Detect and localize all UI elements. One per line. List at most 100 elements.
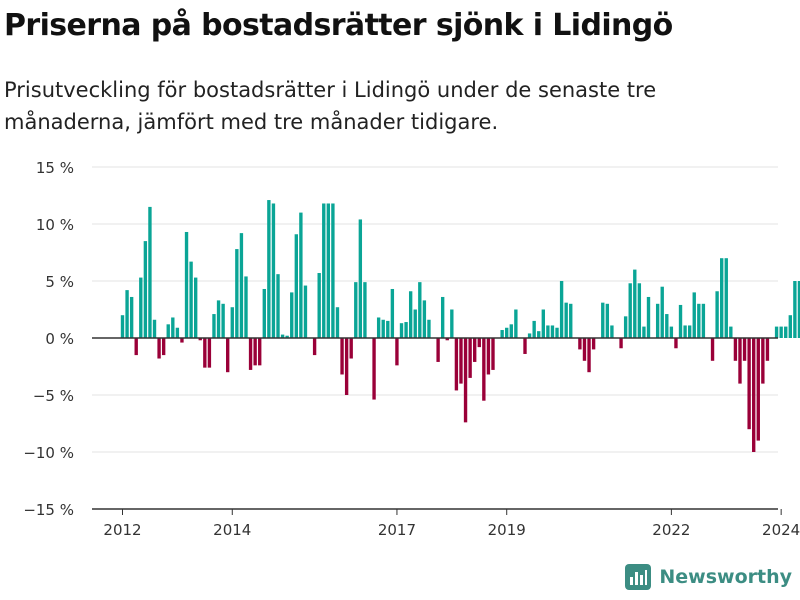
bar — [756, 338, 760, 441]
bar — [299, 212, 303, 338]
bar — [258, 338, 262, 366]
bar — [569, 303, 573, 338]
bar — [752, 338, 756, 452]
bar — [701, 303, 706, 338]
bar — [189, 261, 193, 338]
brand-logo: Newsworthy — [625, 564, 792, 590]
bar — [276, 274, 280, 338]
bar — [601, 302, 605, 338]
bar — [473, 338, 477, 362]
bar — [646, 296, 651, 338]
bar — [784, 326, 788, 338]
bar — [129, 296, 134, 338]
bar — [216, 300, 221, 338]
bar — [445, 338, 449, 341]
bar — [166, 324, 170, 338]
bar — [386, 320, 390, 338]
bar — [564, 302, 568, 338]
y-axis-labels: 15 % 10 % 5 % 0 % −5 % −10 % −15 % — [23, 159, 74, 519]
bar — [742, 338, 747, 361]
bar — [184, 231, 189, 338]
bar — [779, 326, 783, 338]
bar — [354, 282, 358, 338]
bar — [687, 325, 692, 338]
bar — [468, 338, 472, 378]
bar — [436, 338, 440, 362]
bar — [619, 338, 623, 349]
x-tick-label: 2017 — [378, 521, 416, 539]
bar — [715, 291, 719, 338]
bar — [248, 338, 253, 370]
bar — [139, 277, 143, 338]
bar — [230, 307, 234, 338]
bar — [180, 338, 184, 343]
bar — [381, 319, 385, 338]
bar — [793, 281, 797, 338]
bar — [267, 200, 271, 338]
bar — [642, 326, 646, 338]
bar — [637, 283, 642, 338]
bar — [152, 319, 157, 338]
bar — [550, 325, 555, 338]
bar — [537, 331, 541, 338]
bar — [509, 324, 513, 338]
bar — [591, 338, 596, 350]
bar — [226, 338, 230, 373]
bar — [372, 338, 376, 400]
x-tick-label: 2022 — [652, 521, 690, 539]
bar — [527, 333, 532, 338]
chart-title: Priserna på bostadsrätter sjönk i Liding… — [4, 8, 673, 43]
bar — [120, 315, 125, 338]
bar — [610, 325, 614, 338]
bar — [280, 334, 285, 338]
bar — [358, 219, 363, 338]
bar — [582, 338, 587, 361]
bar — [669, 326, 674, 338]
bar — [203, 338, 207, 368]
bar — [491, 338, 495, 370]
y-tick-label: −10 % — [23, 444, 74, 462]
bar — [285, 335, 289, 338]
y-tick-label: 15 % — [36, 159, 74, 177]
bar — [774, 326, 779, 338]
bar — [541, 309, 545, 338]
bar — [665, 314, 669, 338]
x-axis: 2012 2014 2017 2019 2022 2024 — [92, 337, 800, 539]
bar — [194, 277, 198, 338]
bar — [692, 292, 696, 338]
x-tick-label: 2012 — [103, 521, 141, 539]
bar — [271, 203, 276, 338]
bar — [413, 309, 417, 338]
bar — [633, 269, 637, 338]
bar — [454, 338, 459, 391]
x-tick-label: 2024 — [762, 521, 800, 539]
bar — [623, 316, 628, 338]
bar — [395, 338, 399, 366]
bar — [207, 338, 212, 368]
bar — [797, 281, 800, 338]
bar — [710, 338, 715, 361]
bar — [317, 273, 321, 338]
bar — [390, 288, 395, 338]
bar — [505, 327, 509, 338]
bar — [463, 338, 468, 423]
bar — [376, 317, 381, 338]
y-tick-label: 0 % — [45, 330, 74, 348]
brand-name: Newsworthy — [659, 566, 792, 588]
bar — [143, 241, 148, 338]
bar — [683, 325, 687, 338]
bar — [212, 314, 216, 338]
bar — [427, 319, 431, 338]
bar — [747, 338, 751, 430]
x-tick-label: 2019 — [488, 521, 526, 539]
bar — [674, 338, 678, 349]
bar — [720, 258, 724, 338]
bar — [171, 317, 175, 338]
bar — [404, 322, 408, 338]
bar — [344, 338, 349, 395]
bar — [422, 300, 427, 338]
chart-subtitle: Prisutveckling för bostadsrätter i Lidin… — [4, 78, 657, 134]
bar — [312, 338, 317, 356]
bar — [532, 320, 536, 338]
